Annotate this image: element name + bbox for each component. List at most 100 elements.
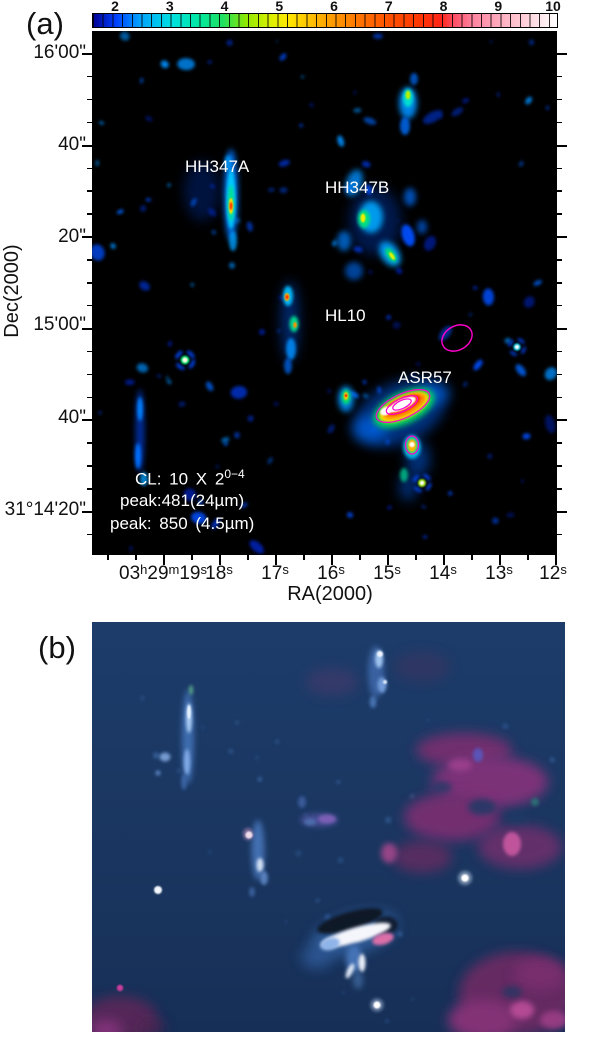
- panel-b-label: (b): [38, 630, 76, 665]
- tick-mark: [87, 488, 92, 490]
- tick-mark: [387, 555, 389, 565]
- tick-mark: [555, 555, 557, 565]
- hh347b-complex: [337, 169, 427, 280]
- plot-area: HH347A HH347B HL10 ASR57 CL: 10 X 20−4 p…: [92, 31, 557, 555]
- x-axis-tick-label: 14s: [429, 562, 457, 584]
- legend-peak-45um: peak: 850 (4.5µm): [110, 514, 255, 533]
- colorbar-tick-label: 6: [330, 0, 338, 14]
- white-star-right: [458, 871, 472, 885]
- tick-mark: [557, 190, 562, 192]
- colorbar-tick-label: 3: [165, 0, 174, 14]
- tick-mark: [557, 121, 562, 124]
- tick-mark: [82, 511, 92, 513]
- tick-mark: [557, 259, 562, 261]
- tick-mark: [87, 282, 92, 284]
- x-axis-tick-label: 12s: [539, 562, 567, 584]
- legend-cl-exponent: 0−4: [224, 467, 245, 481]
- colorbar-tick-label: 7: [384, 0, 393, 14]
- y-axis-tick-label: 40": [58, 134, 86, 155]
- tick-mark: [499, 555, 501, 565]
- tick-mark: [87, 75, 92, 78]
- x-axis-tick-label: 18s: [205, 562, 233, 584]
- tick-mark: [557, 327, 567, 330]
- tick-mark: [557, 442, 562, 444]
- colorbar-tick-labels: 2 3 4 5 6 7 8 9 10: [92, 0, 561, 14]
- tick-mark: [557, 533, 562, 536]
- colorbar-tick-label: 4: [220, 0, 229, 14]
- tick-mark: [87, 98, 92, 101]
- tick-mark: [82, 419, 92, 422]
- tick-mark: [557, 465, 562, 467]
- central-jet: [301, 908, 398, 989]
- tick-mark: [87, 442, 92, 444]
- panel-b-speckles: [140, 696, 555, 1023]
- tick-mark: [557, 236, 567, 239]
- tick-mark: [82, 327, 92, 330]
- legend-cl-text: CL: 10 X 2: [135, 469, 225, 489]
- tick-mark: [359, 555, 361, 560]
- second-wisp: [243, 820, 268, 897]
- x-axis-tick-label: 17s: [261, 562, 289, 584]
- top-knot: [399, 73, 418, 135]
- tick-mark: [82, 53, 92, 55]
- panel-b-image: [92, 622, 565, 1032]
- colorbar-tick-label: 5: [275, 0, 284, 14]
- y-axis-tick-label: 20": [58, 226, 86, 247]
- hh347a-jet: [224, 149, 238, 251]
- panel-a-label: (a): [26, 6, 64, 41]
- x-axis-tick-label: 03h29m19s: [119, 562, 207, 584]
- y-axis-tick-label: 31°14'20": [4, 499, 86, 520]
- star-psf-bottom: [412, 473, 432, 493]
- tick-mark: [557, 304, 562, 307]
- tick-mark: [527, 555, 529, 560]
- white-star-left: [154, 886, 162, 894]
- tick-mark: [87, 350, 92, 353]
- x-axis-tick-label: 15s: [373, 562, 401, 584]
- tick-mark: [82, 144, 92, 147]
- tick-mark: [135, 555, 137, 560]
- tick-mark: [87, 259, 92, 261]
- mid-purple-wisp: [298, 796, 338, 827]
- tick-mark: [82, 236, 92, 239]
- tick-mark: [443, 555, 445, 565]
- panel-a-image: [92, 31, 557, 555]
- tick-mark: [557, 396, 562, 398]
- tick-mark: [331, 555, 333, 565]
- pink-nebula-bottom-left: [92, 996, 166, 1032]
- tick-mark: [557, 167, 562, 169]
- tick-mark: [557, 282, 562, 284]
- tick-mark: [557, 144, 567, 147]
- tick-mark: [557, 419, 567, 422]
- tick-mark: [191, 555, 193, 560]
- tick-mark: [163, 555, 165, 565]
- panel-b-image-frame: [92, 622, 565, 1032]
- star-psf-right: [508, 338, 526, 356]
- tick-mark: [557, 373, 562, 376]
- tick-mark: [87, 533, 92, 536]
- tick-mark: [557, 98, 562, 101]
- y-axis-title: Dec(2000): [1, 244, 23, 338]
- tick-mark: [557, 75, 562, 78]
- top-wisp-cluster: [306, 646, 450, 708]
- tick-mark: [87, 465, 92, 467]
- pink-nebula-bottom-right: [448, 952, 565, 1032]
- x-axis-tick-label: 13s: [485, 562, 513, 584]
- tick-mark: [247, 555, 249, 560]
- colorbar-tick-label: 8: [439, 0, 448, 14]
- left-streak: [135, 389, 148, 486]
- annotation-hh347b: HH347B: [325, 178, 390, 197]
- colorbar-tick-label: 9: [494, 0, 503, 14]
- legend-contour-levels: CL: 10 X 20−4: [135, 467, 245, 490]
- tick-mark: [557, 511, 567, 513]
- tick-mark: [87, 396, 92, 398]
- x-axis-title: RA(2000): [287, 583, 373, 605]
- colorbar: [92, 13, 558, 28]
- tick-mark: [87, 373, 92, 376]
- tick-mark: [107, 555, 109, 560]
- annotation-hh347a: HH347A: [185, 157, 250, 176]
- annotation-asr57: ASR57: [398, 368, 452, 387]
- colorbar-tick-label: 2: [111, 0, 119, 14]
- tick-mark: [415, 555, 417, 560]
- asr57-complex: [338, 379, 450, 501]
- tick-mark: [87, 190, 92, 192]
